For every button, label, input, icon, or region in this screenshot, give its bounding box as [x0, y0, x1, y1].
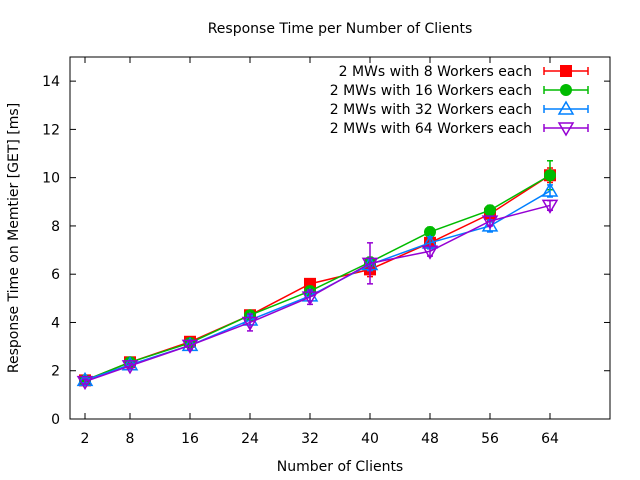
data-point	[361, 257, 379, 272]
series-layer	[76, 160, 559, 391]
data-point	[421, 245, 439, 260]
data-point	[181, 339, 199, 354]
legend-marker	[560, 65, 572, 77]
y-tick-label: 10	[42, 171, 60, 187]
y-axis-label: Response Time on Memtier [GET] [ms]	[6, 103, 22, 373]
series-1	[79, 167, 556, 387]
legend-item-4: 2 MWs with 64 Workers each	[330, 121, 589, 137]
data-point	[544, 169, 556, 182]
legend-label: 2 MWs with 32 Workers each	[330, 102, 532, 118]
legend-label: 2 MWs with 8 Workers each	[339, 64, 532, 80]
x-tick-label: 2	[81, 431, 90, 447]
legend: 2 MWs with 8 Workers each 2 MWs with 16 W…	[330, 64, 589, 137]
data-point	[76, 371, 94, 387]
y-tick-label: 14	[42, 74, 60, 90]
data-point	[541, 182, 559, 197]
y-tick-label: 6	[51, 267, 60, 283]
x-axis: 2 8 16 24 32 40 48 56 64	[81, 57, 559, 447]
data-point	[481, 217, 499, 232]
series-line	[84, 204, 551, 383]
legend-marker	[560, 84, 572, 96]
chart-title: Response Time per Number of Clients	[208, 21, 473, 37]
legend-item-1: 2 MWs with 8 Workers each	[339, 64, 589, 80]
legend-item-2: 2 MWs with 16 Workers each	[330, 83, 589, 99]
data-point	[424, 225, 436, 238]
y-tick-label: 2	[51, 364, 60, 380]
x-tick-label: 24	[241, 431, 259, 447]
x-tick-label: 32	[301, 431, 319, 447]
y-tick-label: 12	[42, 122, 60, 138]
y-tick-label: 8	[51, 219, 60, 235]
data-point	[484, 204, 496, 217]
legend-marker	[557, 100, 575, 115]
x-tick-label: 16	[181, 431, 199, 447]
legend-label: 2 MWs with 16 Workers each	[330, 83, 532, 99]
data-point	[121, 360, 139, 375]
series-line	[84, 174, 551, 382]
series-line	[84, 174, 551, 382]
data-point	[481, 215, 499, 230]
data-point	[76, 375, 94, 391]
plot-frame	[69, 56, 611, 420]
x-tick-label: 64	[541, 431, 559, 447]
x-tick-label: 56	[481, 431, 499, 447]
y-tick-label: 4	[51, 315, 60, 331]
x-axis-label: Number of Clients	[277, 459, 403, 475]
legend-marker	[557, 122, 575, 137]
y-tick-label: 0	[51, 412, 60, 428]
x-tick-label: 48	[421, 431, 439, 447]
x-tick-label: 8	[126, 431, 135, 447]
series-4	[76, 199, 559, 391]
data-point	[121, 356, 139, 371]
legend-item-3: 2 MWs with 32 Workers each	[330, 100, 589, 118]
x-tick-label: 40	[361, 431, 379, 447]
legend-label: 2 MWs with 64 Workers each	[330, 121, 532, 137]
series-2	[79, 160, 556, 387]
data-point	[241, 316, 259, 331]
data-point	[541, 199, 559, 214]
y-axis: 0 2 4 6 8 10 12 14	[42, 74, 610, 428]
data-point	[301, 291, 319, 306]
